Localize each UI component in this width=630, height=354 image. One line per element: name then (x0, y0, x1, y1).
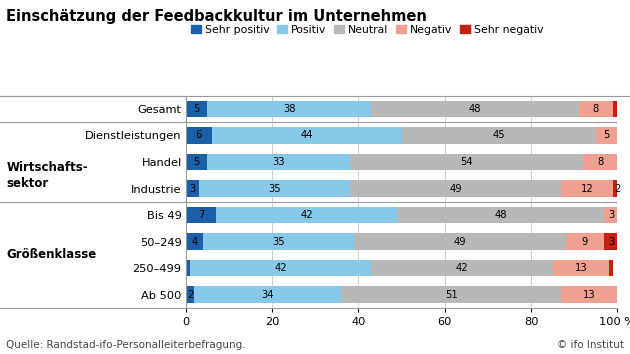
Bar (186, 260, 190, 276)
Bar (402, 127, 596, 144)
Bar (186, 101, 207, 117)
Bar (350, 180, 561, 197)
Text: 8: 8 (597, 157, 604, 167)
Text: 2: 2 (187, 290, 193, 300)
Text: 2: 2 (614, 183, 621, 194)
Bar (186, 286, 195, 303)
Bar (199, 180, 350, 197)
Bar (195, 286, 341, 303)
Text: 3: 3 (608, 236, 614, 247)
Bar (583, 154, 617, 170)
Bar (186, 127, 212, 144)
Text: 3: 3 (189, 183, 195, 194)
Bar (212, 127, 402, 144)
Text: 48: 48 (495, 210, 507, 220)
Text: 4: 4 (192, 236, 198, 247)
Legend: Sehr positiv, Positiv, Neutral, Negativ, Sehr negativ: Sehr positiv, Positiv, Neutral, Negativ,… (186, 20, 547, 39)
Bar (604, 233, 617, 250)
Bar (604, 207, 617, 223)
Bar (186, 154, 207, 170)
Text: 5: 5 (193, 104, 200, 114)
Bar (617, 154, 622, 170)
Bar (207, 101, 372, 117)
Bar (553, 260, 609, 276)
Bar (341, 286, 561, 303)
Bar (216, 207, 398, 223)
Bar (186, 207, 216, 223)
Text: 44: 44 (301, 130, 313, 141)
Bar (613, 180, 622, 197)
Text: 5: 5 (193, 157, 200, 167)
Text: 38: 38 (283, 104, 295, 114)
Text: 45: 45 (493, 130, 505, 141)
Text: 6: 6 (195, 130, 202, 141)
Bar (398, 207, 604, 223)
Text: 13: 13 (583, 290, 595, 300)
Text: 51: 51 (445, 290, 457, 300)
Bar (186, 180, 199, 197)
Text: 54: 54 (460, 157, 472, 167)
Bar (207, 154, 350, 170)
Text: Wirtschafts-
sektor: Wirtschafts- sektor (6, 161, 88, 190)
Text: 35: 35 (268, 183, 280, 194)
Text: Quelle: Randstad-ifo-Personalleiterbefragung.: Quelle: Randstad-ifo-Personalleiterbefra… (6, 341, 246, 350)
Text: 34: 34 (261, 290, 274, 300)
Bar (203, 233, 354, 250)
Bar (190, 260, 372, 276)
Text: Einschätzung der Feedbackkultur im Unternehmen: Einschätzung der Feedbackkultur im Unter… (6, 9, 427, 24)
Text: 3: 3 (608, 210, 614, 220)
Bar (561, 180, 613, 197)
Text: 12: 12 (581, 183, 593, 194)
Text: 48: 48 (469, 104, 481, 114)
Text: 49: 49 (454, 236, 466, 247)
Text: © ifo Institut: © ifo Institut (557, 341, 624, 350)
Text: 49: 49 (449, 183, 462, 194)
Bar (578, 101, 613, 117)
Text: 13: 13 (575, 263, 587, 273)
Text: 42: 42 (455, 263, 468, 273)
Text: 42: 42 (301, 210, 313, 220)
Bar (561, 286, 617, 303)
Bar (372, 101, 578, 117)
Bar (566, 233, 604, 250)
Text: Größenklasse: Größenklasse (6, 249, 96, 261)
Text: 42: 42 (275, 263, 287, 273)
Bar (186, 233, 203, 250)
Bar (613, 101, 617, 117)
Bar (596, 127, 617, 144)
Text: 8: 8 (593, 104, 599, 114)
Text: 33: 33 (272, 157, 285, 167)
Bar (609, 260, 613, 276)
Text: 9: 9 (582, 236, 588, 247)
Bar (350, 154, 583, 170)
Bar (354, 233, 566, 250)
Text: 7: 7 (198, 210, 204, 220)
Text: 35: 35 (272, 236, 285, 247)
Text: 5: 5 (604, 130, 610, 141)
Bar (372, 260, 553, 276)
